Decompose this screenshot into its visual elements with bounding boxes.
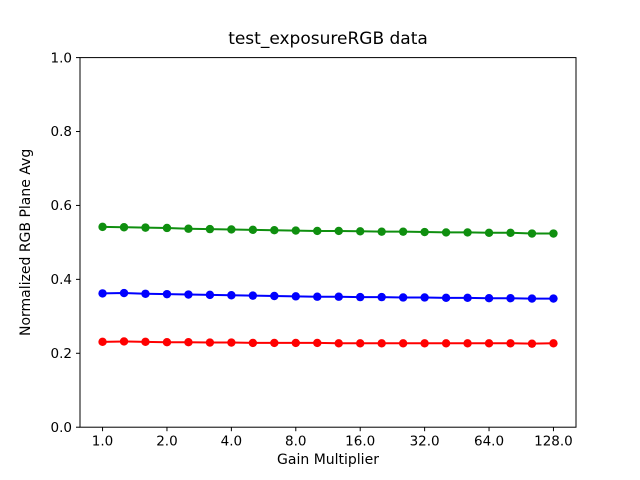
x-tick-label: 8.0 <box>285 434 306 450</box>
plot-border <box>79 57 577 428</box>
x-axis-label: Gain Multiplier <box>277 452 379 468</box>
data-point-marker <box>398 293 408 302</box>
data-point-marker <box>506 294 515 303</box>
data-point-marker <box>356 339 365 348</box>
data-point-marker <box>162 289 172 299</box>
data-point-marker <box>248 225 258 235</box>
data-point-marker <box>377 227 386 236</box>
y-tick-label: 0.6 <box>51 198 72 214</box>
data-point-marker <box>484 228 494 237</box>
data-point-marker <box>420 339 429 348</box>
data-point-marker <box>248 291 258 300</box>
data-point-marker <box>398 227 408 236</box>
data-point-marker <box>506 339 515 348</box>
series-red-plane <box>98 337 558 348</box>
data-point-marker <box>527 339 537 348</box>
data-point-marker <box>549 294 558 303</box>
data-point-marker <box>549 339 558 348</box>
data-point-marker <box>205 290 215 300</box>
data-point-marker <box>463 228 472 237</box>
data-point-marker <box>463 339 472 348</box>
y-tick-label: 1.0 <box>51 50 72 66</box>
y-tick-label: 0.4 <box>51 272 72 288</box>
data-point-marker <box>98 222 107 232</box>
chart-title: test_exposureRGB data <box>228 29 428 49</box>
x-axis: 1.0 2.0 4.0 8.0 16.0 32.0 64.0 128.0 <box>92 427 573 450</box>
x-tick-label: 16.0 <box>345 434 375 450</box>
data-point-marker <box>205 338 215 347</box>
data-point-marker <box>184 290 193 299</box>
data-point-marker <box>313 292 322 301</box>
data-point-marker <box>356 227 365 236</box>
data-point-marker <box>484 339 494 348</box>
data-point-marker <box>291 292 300 301</box>
data-point-marker <box>227 291 236 300</box>
data-point-marker <box>441 339 451 348</box>
data-point-marker <box>119 223 129 232</box>
series-line-green-plane <box>101 225 555 235</box>
data-point-marker <box>527 294 537 303</box>
data-point-marker <box>98 289 107 298</box>
data-point-marker <box>420 227 429 237</box>
data-point-marker <box>506 228 515 237</box>
data-point-marker <box>484 294 494 303</box>
series-line-blue-plane <box>101 292 555 300</box>
data-point-marker <box>270 226 279 235</box>
x-tick-label: 32.0 <box>410 434 440 450</box>
data-point-marker <box>141 289 150 298</box>
y-axis: 0.0 0.2 0.4 0.6 0.8 1.0 <box>51 50 80 436</box>
data-point-marker <box>248 338 258 348</box>
x-tick-label: 128.0 <box>534 434 573 450</box>
data-point-marker <box>205 224 215 234</box>
data-point-marker <box>162 223 172 233</box>
data-point-marker <box>162 337 172 347</box>
x-tick-label: 2.0 <box>156 434 177 450</box>
data-point-marker <box>334 226 343 236</box>
series-blue-plane <box>98 288 558 303</box>
data-point-marker <box>184 224 193 233</box>
x-tick-label: 64.0 <box>474 434 504 450</box>
y-tick-label: 0.8 <box>51 124 72 140</box>
y-tick-label: 0.2 <box>51 346 72 362</box>
series-green-plane <box>98 222 558 238</box>
data-point-marker <box>141 223 150 232</box>
data-point-marker <box>549 229 558 238</box>
data-point-marker <box>334 292 343 301</box>
data-point-marker <box>398 339 408 348</box>
data-point-marker <box>141 337 150 347</box>
data-point-marker <box>270 338 279 348</box>
data-point-marker <box>291 226 300 235</box>
data-point-marker <box>184 337 193 347</box>
data-point-marker <box>377 292 386 302</box>
data-point-marker <box>291 338 300 348</box>
data-point-marker <box>227 338 236 347</box>
data-point-marker <box>420 293 429 302</box>
x-tick-label: 1.0 <box>92 434 113 450</box>
data-point-marker <box>334 339 343 348</box>
data-point-marker <box>98 337 107 347</box>
data-point-marker <box>377 339 386 348</box>
data-point-marker <box>313 226 322 236</box>
series-line-red-plane <box>101 340 555 345</box>
data-point-marker <box>119 288 129 298</box>
y-tick-label: 0.0 <box>51 420 72 436</box>
data-point-marker <box>313 338 322 348</box>
data-point-marker <box>441 228 451 237</box>
y-axis-label: Normalized RGB Plane Avg <box>18 149 34 336</box>
plot-series-layer <box>98 222 558 348</box>
data-point-marker <box>270 291 279 301</box>
data-point-marker <box>441 293 451 303</box>
data-point-marker <box>527 229 537 238</box>
data-point-marker <box>356 292 365 302</box>
data-point-marker <box>463 293 472 303</box>
x-tick-label: 4.0 <box>221 434 242 450</box>
data-point-marker <box>227 225 236 234</box>
data-point-marker <box>119 337 129 346</box>
